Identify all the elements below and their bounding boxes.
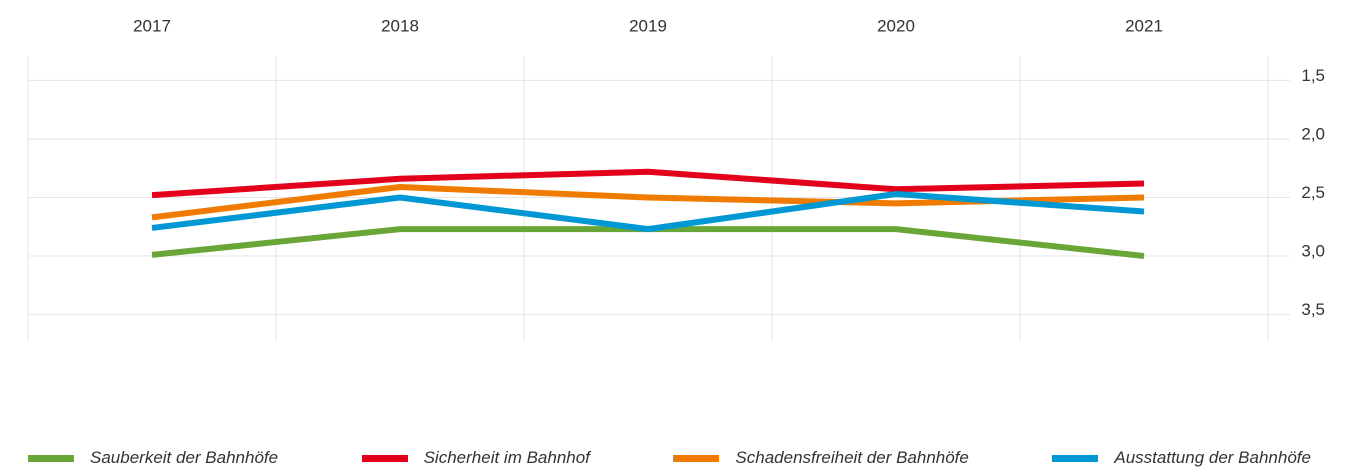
legend-swatch (361, 454, 408, 462)
y-tick-label: 3,5 (1301, 300, 1325, 319)
legend-item: Schadensfreiheit der Bahnhöfe (673, 448, 969, 468)
legend-label: Ausstattung der Bahnhöfe (1114, 448, 1311, 467)
line-series (151, 226, 1145, 260)
y-tick-label: 2,0 (1301, 124, 1325, 143)
legend-label: Sicherheit im Bahnhof (423, 448, 590, 467)
x-tick-label: 2019 (629, 16, 667, 35)
legend: Sauberkeit der Bahnhöfe Sicherheit im Bah… (28, 448, 1311, 468)
y-tick-label: 2,5 (1301, 183, 1325, 202)
x-tick-label: 2020 (877, 16, 915, 35)
y-tick-label: 3,0 (1301, 242, 1325, 261)
y-tick-label: 1,5 (1301, 66, 1325, 85)
legend-swatch (28, 454, 74, 462)
legend-swatch (673, 454, 720, 462)
legend-swatch (1052, 454, 1099, 462)
x-tick-label: 2017 (133, 16, 171, 35)
legend-label: Schadensfreiheit der Bahnhöfe (735, 448, 969, 467)
chart: 1,5 2,0 2,5 3,0 3,5 2017 2018 2019 2020 2021 (27, 16, 1325, 341)
legend-item: Sicherheit im Bahnhof (361, 448, 590, 468)
legend-item: Ausstattung der Bahnhöfe (1052, 448, 1311, 468)
legend-item: Sauberkeit der Bahnhöfe (28, 448, 278, 468)
x-tick-label: 2021 (1125, 16, 1163, 35)
x-tick-label: 2018 (381, 16, 419, 35)
line-series (151, 168, 1145, 199)
legend-label: Sauberkeit der Bahnhöfe (90, 448, 279, 467)
line-series (151, 190, 1145, 233)
